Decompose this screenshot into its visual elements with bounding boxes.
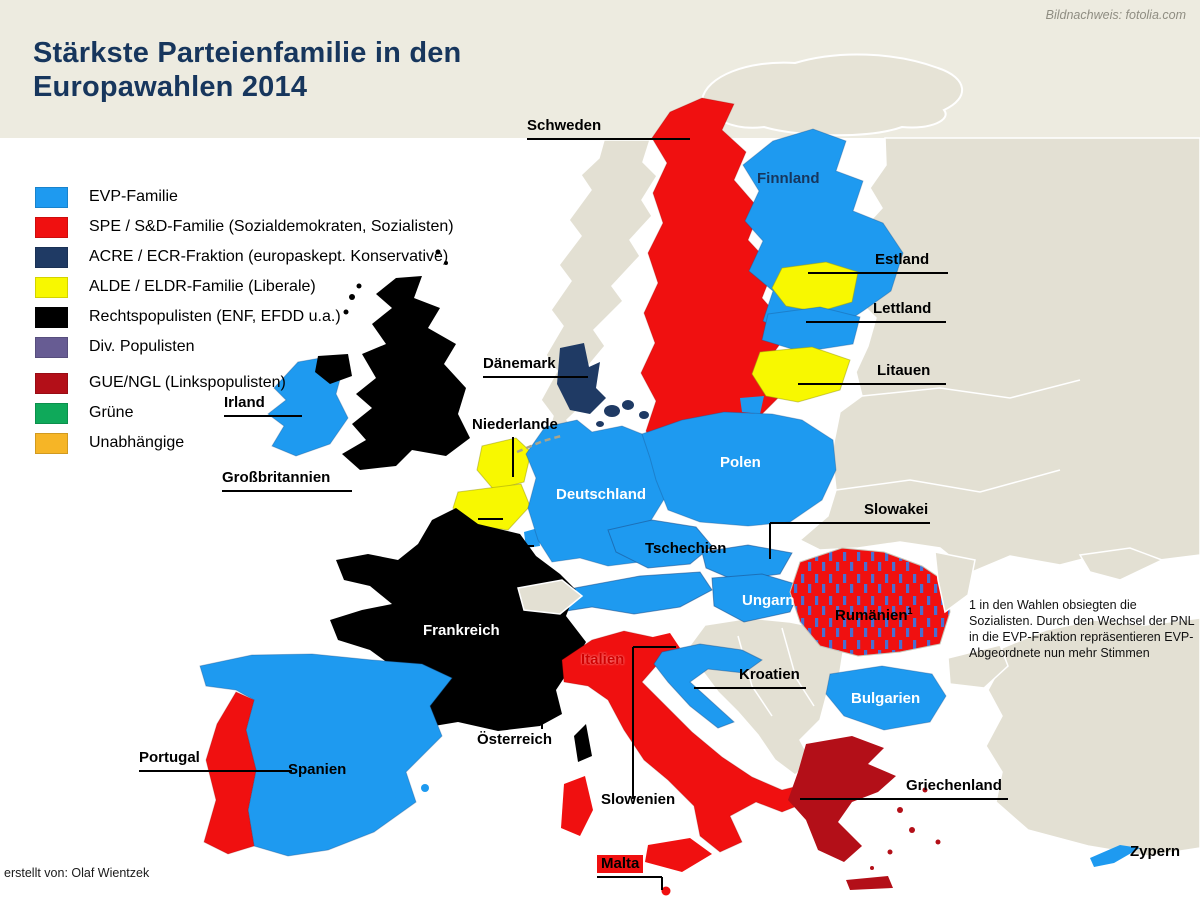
country-latvia [761,306,861,353]
gue-ngl-swatch [35,372,68,394]
image-credit: Bildnachweis: fotolia.com [1045,8,1186,22]
romania-footnote-marker: 1 [907,606,913,616]
country-denmark [557,343,649,427]
island-crete [846,876,893,890]
label-slovenia: Slowenien [601,791,676,808]
country-moldova [934,551,976,614]
label-ireland: Irland [224,394,265,411]
label-finland: Finnland [757,170,820,187]
country-iceland [700,53,964,137]
border-belarus-ukraine [835,469,1061,493]
region-northern-ireland [315,354,352,384]
header-band [0,0,1200,138]
eu-countries [199,97,1140,896]
label-croatia: Kroatien [739,666,800,683]
border-russia-belarus [861,379,1081,399]
country-hungary [711,573,803,623]
label-portugal: Portugal [139,749,200,766]
country-croatia [653,643,763,729]
legend-item-unabhaengige: Unabhängige [35,428,454,458]
legend-item-div-populisten: Div. Populisten [35,332,454,362]
legend: EVP-Familie SPE / S&D-Familie (Sozialdem… [35,182,454,458]
alde-swatch [35,276,68,298]
title-line-1: Stärkste Parteienfamilie in den [33,37,462,69]
label-malta: Malta [597,855,644,873]
country-estonia [771,261,859,313]
label-spain: Spanien [288,761,347,778]
island-sicily [645,838,712,872]
romania-footnote: 1 in den Wahlen obsiegten die Sozialiste… [969,598,1195,660]
label-austria: Österreich [477,731,553,748]
border-serbia-macedonia [781,627,815,707]
label-poland: Polen [720,454,761,471]
label-italy: Italien [581,651,625,668]
title-line-2: Europawahlen 2014 [33,71,308,103]
island-sardinia [561,776,593,836]
dashed-netherlands-line [516,434,562,454]
country-greece [788,736,941,890]
legend-item-acre: ACRE / ECR-Fraktion (europaskept. Konser… [35,242,454,272]
non-eu-land [540,53,1200,857]
acre-swatch [35,246,68,268]
country-bulgaria [825,665,947,731]
label-bulgaria: Bulgarien [851,690,921,707]
country-czechia [607,519,713,569]
label-france: Frankreich [423,622,500,639]
land-crimea [1078,547,1164,581]
unabhaengige-swatch [35,432,68,454]
label-uk: Großbritannien [222,469,331,486]
div-populisten-swatch [35,336,68,358]
country-norway [540,139,658,458]
rechtspopulisten-swatch [35,306,68,328]
legend-item-gruene: Grüne [35,398,454,428]
label-estonia: Estland [875,251,930,268]
label-lithuania: Litauen [877,362,931,379]
land-turkey-thrace [947,644,1009,689]
author-credit: erstellt von: Olaf Wientzek [4,866,150,880]
label-netherlands: Niederlande [472,416,558,433]
land-kaliningrad [740,396,764,414]
label-latvia: Lettland [873,300,932,317]
label-slovakia: Slowakei [864,501,929,518]
legend-item-spe: SPE / S&D-Familie (Sozialdemokraten, Soz… [35,212,454,242]
land-turkey [985,617,1200,857]
country-romania [789,547,951,657]
country-netherlands [476,437,532,491]
country-cyprus [1090,845,1140,867]
label-cyprus: Zypern [1130,843,1181,860]
page-title: Stärkste Parteienfamilie in den Europawa… [33,36,461,104]
legend-item-rechtspopulisten: Rechtspopulisten (ENF, EFDD u.a.) [35,302,454,332]
gruene-swatch [35,402,68,424]
label-greece: Griechenland [906,777,1002,794]
label-czechia: Tschechien [645,540,727,557]
country-malta [661,886,671,896]
label-sweden: Schweden [527,117,602,134]
non-eu-overlay [517,551,976,615]
country-belgium [452,483,531,531]
label-romania: Rumänien1 [835,606,913,624]
label-denmark: Dänemark [483,355,556,372]
spe-swatch [35,216,68,238]
legend-item-alde: ALDE / ELDR-Familie (Liberale) [35,272,454,302]
label-germany: Deutschland [556,486,647,503]
country-lithuania [751,346,851,403]
country-uk [342,249,470,470]
island-corsica [574,724,592,762]
legend-item-gue-ngl: GUE/NGL (Linkspopulisten) [35,368,454,398]
country-poland [641,411,837,527]
country-portugal [203,691,257,855]
label-hungary: Ungarn [742,592,795,609]
evp-swatch [35,186,68,208]
legend-item-evp: EVP-Familie [35,182,454,212]
country-switzerland [517,579,584,615]
leader-lines [139,138,1008,890]
land-eastern-europe [798,137,1200,576]
